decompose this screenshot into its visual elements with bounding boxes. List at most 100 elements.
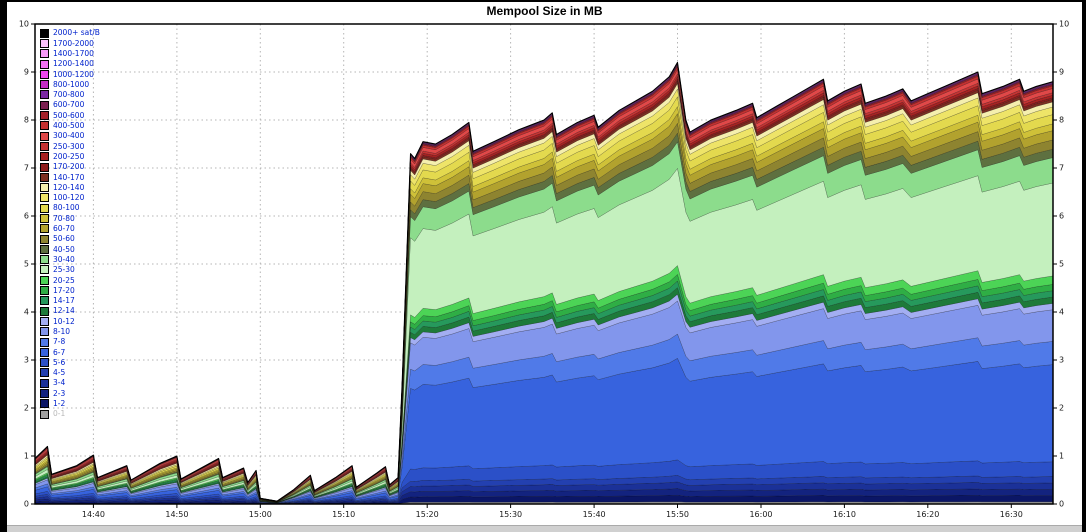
legend-swatch	[40, 347, 49, 357]
y-axis-label-right: 10	[1059, 20, 1069, 29]
legend-label[interactable]: 100-120	[53, 193, 85, 203]
legend-item: 25-30	[40, 265, 100, 275]
legend-swatch	[40, 389, 49, 399]
legend-label[interactable]: 1200-1400	[53, 59, 94, 69]
y-axis-label-left: 2	[24, 404, 29, 413]
legend-item: 5-6	[40, 358, 100, 368]
chart-surface: Mempool Size in MB 0 0 1 1 2 2 3 3 4 4 5 5 6 6 7 7 8 8 9 9 1…	[7, 2, 1082, 526]
legend-label[interactable]: 800-1000	[53, 79, 90, 89]
legend-label[interactable]: 300-400	[53, 131, 85, 141]
legend-item: 200-250	[40, 152, 100, 162]
legend-label[interactable]: 40-50	[53, 244, 75, 254]
legend-swatch	[40, 49, 49, 59]
legend-swatch	[40, 131, 49, 141]
legend-label[interactable]: 17-20	[53, 285, 75, 295]
legend-label[interactable]: 1700-2000	[53, 38, 94, 48]
legend-swatch	[40, 409, 49, 419]
legend-label[interactable]: 600-700	[53, 100, 85, 110]
legend-item: 1000-1200	[40, 69, 100, 79]
legend-label[interactable]: 4-5	[53, 368, 66, 378]
legend-label[interactable]: 170-200	[53, 162, 85, 172]
legend-item: 7-8	[40, 337, 100, 347]
y-axis-label-left: 10	[19, 20, 29, 29]
legend-swatch	[40, 183, 49, 193]
legend-swatch	[40, 203, 49, 213]
legend-label[interactable]: 2000+ sat/B	[53, 28, 100, 38]
y-axis-label-right: 6	[1059, 212, 1064, 221]
chart-title: Mempool Size in MB	[486, 4, 603, 18]
legend-item: 700-800	[40, 90, 100, 100]
stacked-areas	[34, 61, 1054, 505]
legend-item: 0-1	[40, 409, 100, 419]
y-axis-label-right: 4	[1059, 308, 1064, 317]
y-axis-label-left: 7	[24, 164, 29, 173]
legend-label[interactable]: 5-6	[53, 357, 66, 367]
legend-label[interactable]: 1000-1200	[53, 69, 94, 79]
legend-swatch	[40, 296, 49, 306]
legend-item: 120-140	[40, 182, 100, 193]
y-axis-label-left: 5	[24, 260, 29, 269]
legend-swatch	[40, 234, 49, 244]
legend-label[interactable]: 8-10	[53, 327, 71, 336]
legend-label[interactable]: 70-80	[53, 213, 75, 223]
legend-swatch	[40, 172, 49, 182]
legend-swatch	[40, 121, 49, 131]
legend-label[interactable]: 400-500	[53, 121, 85, 131]
y-axis-label-right: 5	[1059, 260, 1064, 269]
legend-label[interactable]: 50-60	[53, 234, 75, 244]
legend-label[interactable]: 500-600	[53, 110, 85, 120]
legend-label[interactable]: 250-300	[53, 141, 85, 151]
legend-swatch	[40, 327, 49, 337]
legend-item: 2-3	[40, 388, 100, 399]
legend-label[interactable]: 1-2	[53, 399, 66, 409]
legend-swatch	[40, 28, 49, 38]
legend-swatch	[40, 368, 49, 378]
legend-item: 1-2	[40, 399, 100, 409]
legend-label[interactable]: 30-40	[53, 254, 75, 264]
legend-label[interactable]: 12-14	[53, 306, 75, 316]
y-axis-label-left: 6	[24, 212, 29, 221]
x-axis-label: 14:40	[82, 510, 105, 519]
legend-label[interactable]: 10-12	[53, 316, 75, 326]
legend-swatch	[40, 162, 49, 172]
legend-swatch	[40, 378, 49, 388]
legend-swatch	[40, 337, 49, 347]
x-axis-label: 15:50	[666, 510, 689, 519]
legend-label[interactable]: 0-1	[53, 409, 66, 419]
legend-swatch	[40, 316, 49, 326]
legend-label[interactable]: 6-7	[53, 347, 66, 357]
legend-label[interactable]: 200-250	[53, 151, 85, 161]
y-axis-label-right: 7	[1059, 164, 1064, 173]
legend-swatch	[40, 69, 49, 79]
legend-label[interactable]: 80-100	[53, 203, 80, 213]
legend-item: 1200-1400	[40, 59, 100, 69]
legend-label[interactable]: 120-140	[53, 182, 85, 192]
legend-swatch	[40, 111, 49, 121]
legend-label[interactable]: 20-25	[53, 275, 75, 285]
legend-label[interactable]: 140-170	[53, 172, 85, 182]
legend-label[interactable]: 25-30	[53, 265, 75, 275]
legend-swatch	[40, 90, 49, 100]
axis-ticks-and-labels: 0 0 1 1 2 2 3 3 4 4 5 5 6 6 7 7 8 8 9 9 10 10 14:40 14:50 15:00 1…	[19, 20, 1069, 520]
legend-item: 6-7	[40, 347, 100, 357]
legend-item: 80-100	[40, 203, 100, 213]
legend-label[interactable]: 60-70	[53, 224, 75, 234]
legend-swatch	[40, 224, 49, 234]
mempool-stacked-area-chart: 0 0 1 1 2 2 3 3 4 4 5 5 6 6 7 7 8 8 9 9 10 10 14:40 14:50 15:00 1…	[19, 20, 1069, 520]
legend-label[interactable]: 1400-1700	[53, 48, 94, 58]
legend-label[interactable]: 3-4	[53, 378, 66, 388]
legend-swatch	[40, 358, 49, 368]
y-axis-label-left: 9	[24, 68, 29, 77]
legend-label[interactable]: 7-8	[53, 337, 66, 347]
legend-item: 600-700	[40, 100, 100, 110]
legend-item: 100-120	[40, 193, 100, 203]
legend-label[interactable]: 14-17	[53, 296, 75, 306]
legend-label[interactable]: 2-3	[53, 388, 66, 398]
legend-swatch	[40, 213, 49, 223]
legend-item: 70-80	[40, 213, 100, 223]
legend-swatch	[40, 80, 49, 90]
legend-label[interactable]: 700-800	[53, 90, 85, 100]
legend-item: 50-60	[40, 234, 100, 244]
legend-item: 60-70	[40, 224, 100, 234]
legend-swatch	[40, 141, 49, 151]
